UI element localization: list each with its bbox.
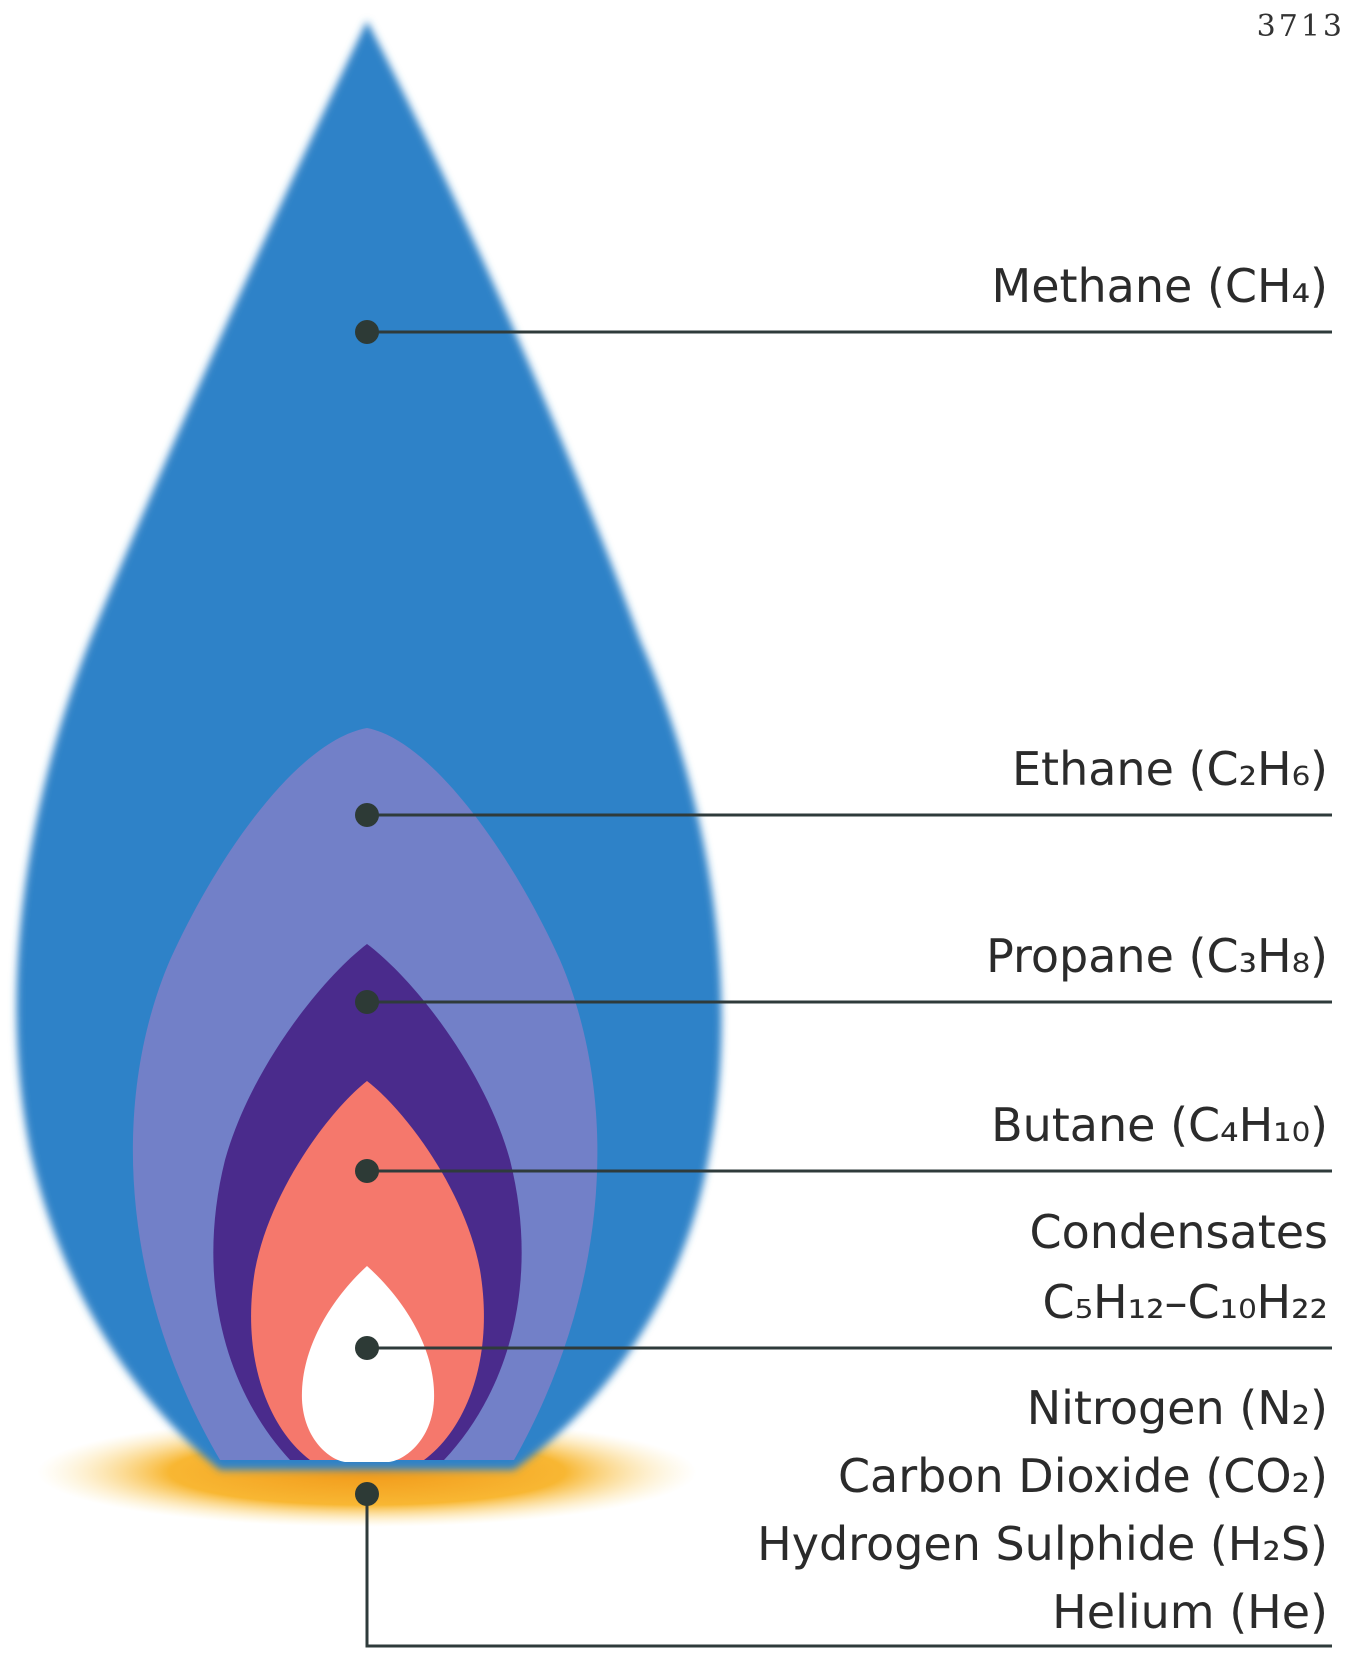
gas-label: Propane (C₃H₈) <box>986 929 1328 983</box>
gas-label: Hydrogen Sulphide (H₂S) <box>757 1517 1328 1571</box>
gas-label: Carbon Dioxide (CO₂) <box>838 1449 1328 1503</box>
page-number: 3713 <box>1257 9 1345 44</box>
marker-dot <box>355 1482 379 1506</box>
marker-dot <box>355 803 379 827</box>
gas-label: Helium (He) <box>1052 1585 1328 1639</box>
gas-label: Ethane (C₂H₆) <box>1012 742 1328 796</box>
gas-label: Methane (CH₄) <box>992 259 1329 313</box>
marker-dot <box>355 320 379 344</box>
gas-label: C₅H₁₂–C₁₀H₂₂ <box>1042 1275 1328 1329</box>
marker-dot <box>355 1336 379 1360</box>
gas-label: Condensates <box>1029 1205 1328 1259</box>
flame <box>17 21 722 1527</box>
gas-label: Butane (C₄H₁₀) <box>991 1098 1328 1152</box>
marker-dot <box>355 990 379 1014</box>
marker-dot <box>355 1159 379 1183</box>
diagram: 3713 Methane (CH₄) Ethane (C₂H₆) Propane (… <box>0 0 1351 1654</box>
gas-label: Nitrogen (N₂) <box>1027 1381 1328 1435</box>
